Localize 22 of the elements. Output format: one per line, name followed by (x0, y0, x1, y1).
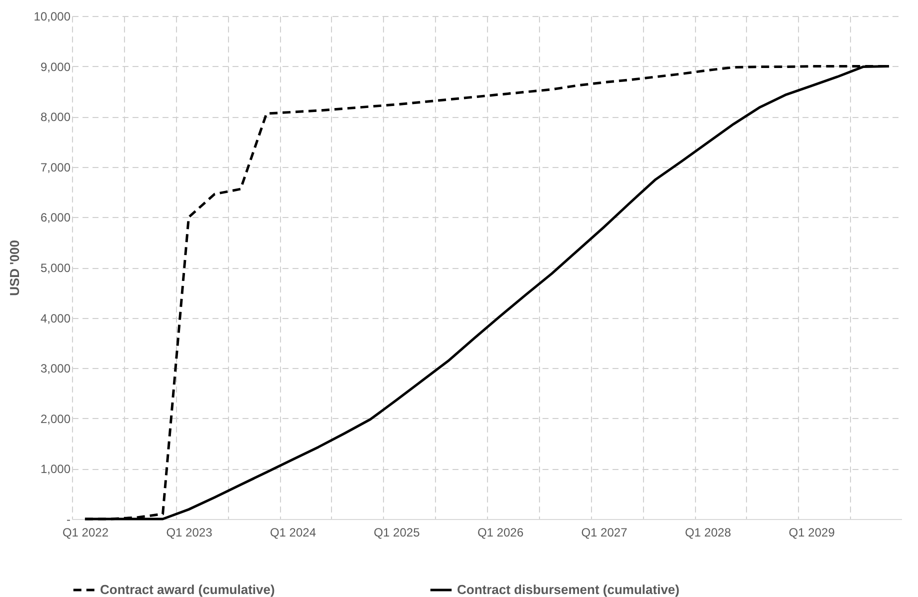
x-tick-label: Q1 2026 (477, 526, 524, 540)
x-tick-label: Q1 2028 (684, 526, 732, 540)
y-tick-label: 9,000 (40, 60, 71, 74)
y-tick-label: - (66, 512, 70, 526)
x-tick-label: Q1 2029 (788, 526, 836, 540)
y-tick-label: 10,000 (34, 10, 71, 24)
y-tick-label: 3,000 (40, 362, 71, 376)
y-tick-label: 2,000 (40, 412, 71, 426)
x-tick-label: Q1 2024 (270, 526, 316, 540)
legend-label: Contract award (cumulative) (100, 582, 275, 597)
y-tick-label: 1,000 (40, 462, 71, 476)
y-tick-label: 5,000 (40, 261, 71, 275)
y-tick-label: 8,000 (40, 110, 71, 124)
x-tick-label: Q1 2027 (581, 526, 628, 540)
legend-label: Contract disbursement (cumulative) (457, 582, 680, 597)
y-tick-label: 7,000 (40, 160, 71, 174)
x-tick-label: Q1 2023 (166, 526, 213, 540)
y-tick-label: 6,000 (40, 210, 71, 225)
x-tick-label: Q1 2025 (374, 526, 420, 540)
y-axis-title: USD '000 (6, 240, 22, 296)
y-tick-label: 4,000 (40, 311, 71, 326)
x-tick-label: Q1 2022 (62, 526, 109, 540)
